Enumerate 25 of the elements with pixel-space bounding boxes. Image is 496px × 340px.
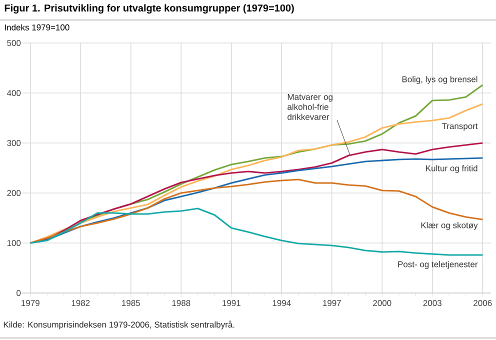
series-label: Post- og teletjenester	[398, 261, 478, 269]
x-tick-label: 2000	[373, 300, 392, 306]
y-tick-label: 300	[7, 140, 21, 146]
chart-title: Figur 1. Prisutvikling for utvalgte konsumgrupper (1979=100)	[4, 4, 294, 14]
series-label: Bolig, lys og brensel	[402, 76, 478, 84]
x-tick-label: 1988	[172, 300, 190, 306]
text: Matvarer og alkohol-frie drikkevarer	[288, 94, 332, 120]
y-tick-label: 100	[7, 240, 21, 246]
y-axis-title: Indeks 1979=100	[4, 24, 70, 30]
series-label: Transport	[442, 123, 478, 131]
x-tick-label: 1982	[72, 300, 90, 306]
y-tick-label: 500	[7, 40, 21, 46]
series-label: Klær og skotøy	[421, 222, 478, 230]
x-tick-label: 1994	[272, 300, 291, 306]
y-tick-label: 200	[7, 190, 21, 196]
x-tick-label: 1979	[22, 300, 40, 306]
series-label: Kultur og fritid	[426, 165, 478, 173]
x-tick-label: 1997	[323, 300, 341, 306]
y-tick-label: 0	[16, 290, 21, 296]
x-tick-label: 2003	[423, 300, 442, 306]
x-tick-label: 1991	[222, 300, 240, 306]
y-tick-label: 400	[6, 90, 21, 96]
text: Kilde: Konsumprisindeksen 1979-2006, Statistisk sentralbyrå.	[4, 320, 234, 330]
x-tick-label: 1985	[122, 300, 140, 306]
x-tick-label: 2006	[474, 300, 492, 306]
